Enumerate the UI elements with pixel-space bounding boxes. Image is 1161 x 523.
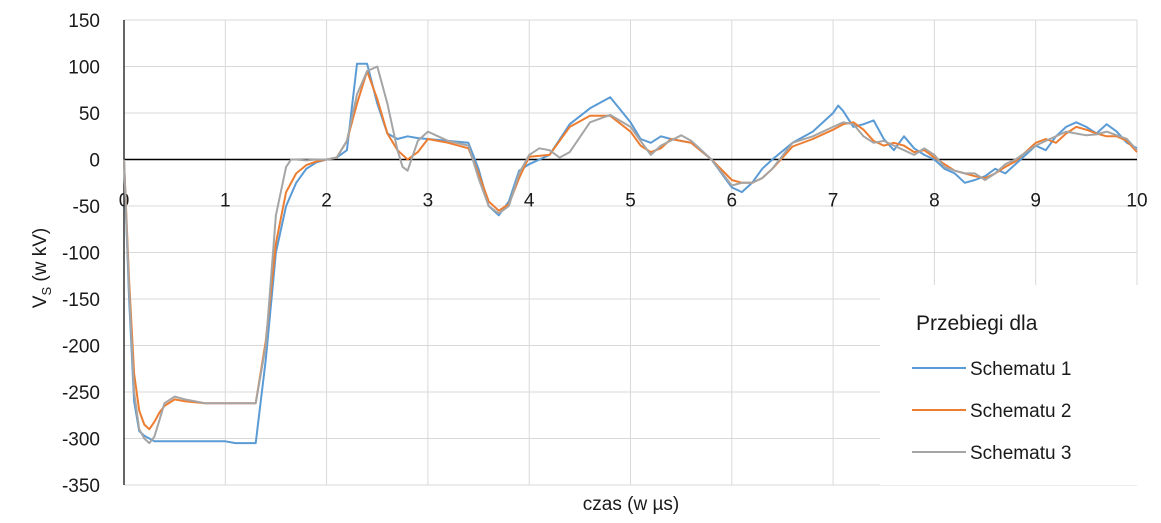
x-tick-label: 5 bbox=[625, 191, 636, 212]
y-tick-label: 0 bbox=[89, 151, 100, 172]
y-tick-label: -150 bbox=[62, 290, 100, 311]
y-tick-label: 150 bbox=[68, 11, 100, 32]
x-tick-label: 1 bbox=[220, 191, 231, 212]
y-tick-label: 50 bbox=[79, 104, 100, 125]
legend-label: Schematu 3 bbox=[970, 443, 1071, 464]
x-tick-label: 3 bbox=[423, 191, 434, 212]
y-axis-title: VS (w kV) bbox=[30, 228, 54, 308]
x-tick-label: 6 bbox=[727, 191, 738, 212]
x-tick-label: 7 bbox=[828, 191, 839, 212]
y-tick-label: -250 bbox=[62, 383, 100, 404]
series-lines bbox=[123, 62, 1138, 445]
y-tick-label: -350 bbox=[62, 476, 100, 497]
legend-title: Przebiegi dla bbox=[916, 312, 1038, 335]
legend-items: Schematu 1 Schematu 2 Schematu 3 bbox=[912, 359, 1071, 464]
x-tick-label: 4 bbox=[524, 191, 535, 212]
legend-label: Schematu 1 bbox=[970, 359, 1071, 380]
x-axis-title: czas (w µs) bbox=[583, 494, 679, 515]
x-tick-labels: 0 1 2 3 4 5 6 7 8 9 10 bbox=[119, 191, 1148, 212]
x-tick-label: 0 bbox=[119, 191, 130, 212]
x-tick-label: 8 bbox=[929, 191, 940, 212]
y-tick-label: 100 bbox=[68, 58, 100, 79]
y-tick-label: -100 bbox=[62, 244, 100, 265]
legend-label: Schematu 2 bbox=[970, 401, 1071, 422]
y-axis-title-rest: (w kV) bbox=[30, 228, 51, 287]
y-tick-labels: 150 100 50 0 -50 -100 -150 -200 -250 -300 -350 bbox=[62, 11, 100, 497]
x-tick-label: 2 bbox=[321, 191, 332, 212]
y-tick-label: -50 bbox=[73, 197, 100, 218]
y-axis-title-main: V bbox=[30, 295, 51, 308]
series-line bbox=[123, 65, 1138, 445]
y-axis-title-subscript: S bbox=[39, 287, 54, 296]
x-tick-label: 9 bbox=[1030, 191, 1041, 212]
y-tick-label: -200 bbox=[62, 337, 100, 358]
x-tick-label: 10 bbox=[1126, 191, 1147, 212]
y-tick-label: -300 bbox=[62, 430, 100, 451]
